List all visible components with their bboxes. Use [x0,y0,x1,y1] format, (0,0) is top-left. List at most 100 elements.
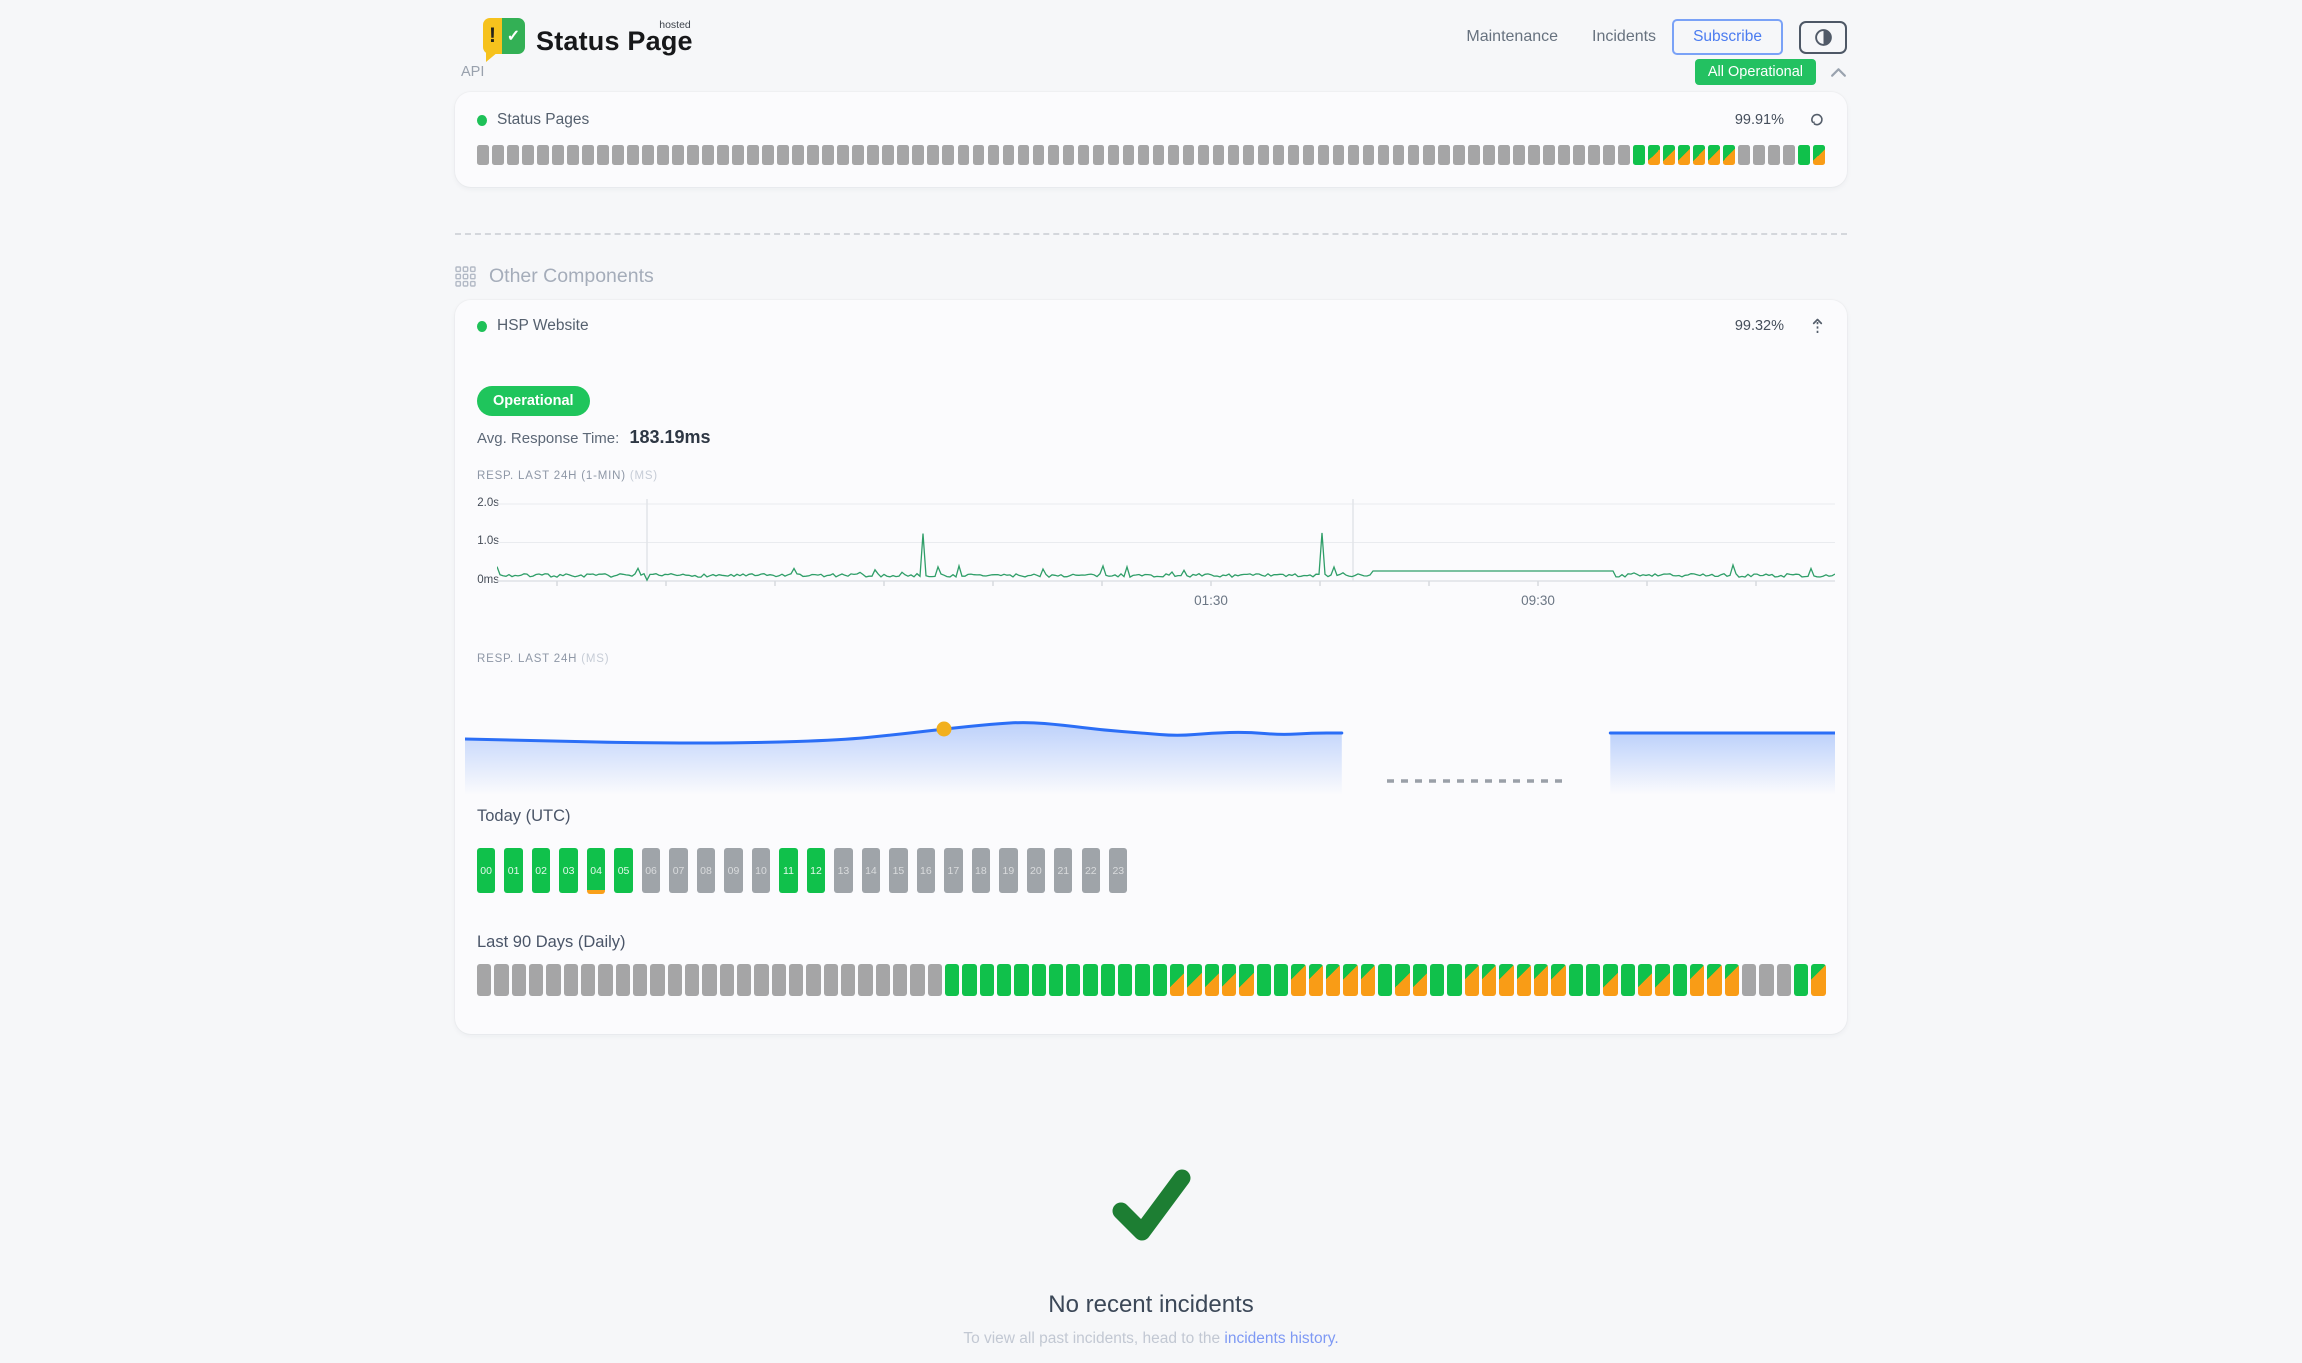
uptime-bar[interactable] [582,145,594,165]
uptime-bar[interactable] [852,145,864,165]
uptime-bar[interactable] [702,964,717,996]
uptime-bar[interactable] [1689,964,1705,996]
hour-block-03[interactable]: 03 [559,848,578,893]
uptime-bar[interactable] [1776,964,1791,996]
refresh-button[interactable] [1810,113,1825,127]
uptime-bar[interactable] [580,964,596,996]
uptime-bar[interactable] [882,145,894,165]
uptime-bar[interactable] [552,145,564,165]
uptime-bar[interactable] [632,964,648,996]
uptime-bar[interactable] [979,964,994,996]
uptime-bar[interactable] [1798,145,1810,165]
nav-link-incidents[interactable]: Incidents [1592,28,1657,45]
uptime-bar[interactable] [477,145,489,165]
hour-block-07[interactable]: 07 [669,848,688,893]
uptime-bar[interactable] [927,145,939,165]
uptime-bar[interactable] [1724,964,1739,996]
uptime-bar[interactable] [1032,145,1045,165]
uptime-bar[interactable] [912,145,924,165]
uptime-bar[interactable] [736,964,752,996]
uptime-bar[interactable] [996,964,1012,996]
uptime-bar[interactable] [867,145,879,165]
uptime-bar[interactable] [747,145,759,165]
brand-logo[interactable]: ! ✓ hosted Status Page [483,18,693,62]
uptime-bar[interactable] [1242,145,1255,165]
uptime-bar[interactable] [1100,964,1116,996]
theme-toggle-button[interactable] [1799,20,1847,54]
hour-block-06[interactable]: 06 [641,848,661,893]
hour-block-20[interactable]: 20 [1026,848,1045,893]
hour-block-05[interactable]: 05 [614,848,633,893]
uptime-bar[interactable] [1212,145,1225,165]
uptime-bar[interactable] [1031,964,1046,996]
uptime-bar[interactable] [1707,964,1722,996]
hour-block-16[interactable]: 16 [916,848,936,893]
uptime-bar[interactable] [537,145,549,165]
uptime-bar[interactable] [702,145,714,165]
response-time-line-chart[interactable]: 01:30 09:30 [497,491,1835,613]
uptime-bar[interactable] [732,145,744,165]
uptime-bar[interactable] [1468,145,1480,165]
uptime-bar[interactable] [1002,145,1015,165]
uptime-bar[interactable] [927,964,942,996]
uptime-bar[interactable] [1438,145,1450,165]
uptime-bar[interactable] [1741,964,1757,996]
uptime-bar[interactable] [717,145,729,165]
uptime-bar[interactable] [1062,145,1075,165]
uptime-bar[interactable] [823,964,838,996]
uptime-bar[interactable] [1347,145,1360,165]
hour-block-09[interactable]: 09 [724,848,743,893]
uptime-bar[interactable] [494,964,509,996]
uptime-bar[interactable] [1017,145,1030,165]
uptime-bar[interactable] [807,145,819,165]
uptime-bar[interactable] [1783,145,1795,165]
uptime-bar[interactable] [1227,145,1240,165]
uptime-bar[interactable] [642,145,654,165]
uptime-bar[interactable] [1135,964,1150,996]
uptime-bar[interactable] [615,964,630,996]
uptime-bar[interactable] [1302,145,1315,165]
hour-block-01[interactable]: 01 [504,848,523,893]
uptime-bar[interactable] [1152,964,1168,996]
uptime-bar[interactable] [806,964,821,996]
uptime-bar[interactable] [1633,145,1645,165]
uptime-bar[interactable] [1343,964,1358,996]
uptime-bar[interactable] [1568,964,1583,996]
uptime-bar[interactable] [1672,964,1687,996]
uptime-bar[interactable] [892,964,908,996]
uptime-bar[interactable] [1620,964,1635,996]
uptime-bar[interactable] [1483,145,1495,165]
uptime-bar[interactable] [1534,964,1549,996]
uptime-bar[interactable] [1378,964,1393,996]
uptime-bar[interactable] [546,964,561,996]
uptime-bar[interactable] [1723,145,1735,165]
uptime-bar[interactable] [1167,145,1180,165]
uptime-bar[interactable] [1066,964,1081,996]
hour-block-00[interactable]: 00 [477,848,496,893]
uptime-bar[interactable] [897,145,909,165]
uptime-bar[interactable] [1430,964,1445,996]
uptime-bar[interactable] [837,145,849,165]
uptime-bar[interactable] [597,145,609,165]
uptime-bar[interactable] [910,964,925,996]
uptime-bar[interactable] [657,145,669,165]
uptime-bar[interactable] [1422,145,1435,165]
collapse-section-button[interactable] [1830,67,1847,78]
uptime-bar[interactable] [1317,145,1330,165]
uptime-bar[interactable] [1447,964,1462,996]
uptime-bar[interactable] [957,145,970,165]
uptime-bar[interactable] [1453,145,1465,165]
uptime-bar[interactable] [1516,964,1532,996]
uptime-bar[interactable] [944,964,960,996]
uptime-bar[interactable] [672,145,684,165]
uptime-bar[interactable] [1222,964,1237,996]
uptime-bar[interactable] [1257,145,1270,165]
uptime-bar[interactable] [1407,145,1420,165]
uptime-bar[interactable] [1603,964,1618,996]
hour-block-04[interactable]: 04 [586,848,606,894]
hour-block-11[interactable]: 11 [779,848,798,893]
uptime-bar[interactable] [788,964,804,996]
uptime-bar[interactable] [1274,964,1289,996]
uptime-bar[interactable] [1588,145,1600,165]
uptime-bar[interactable] [1239,964,1254,996]
